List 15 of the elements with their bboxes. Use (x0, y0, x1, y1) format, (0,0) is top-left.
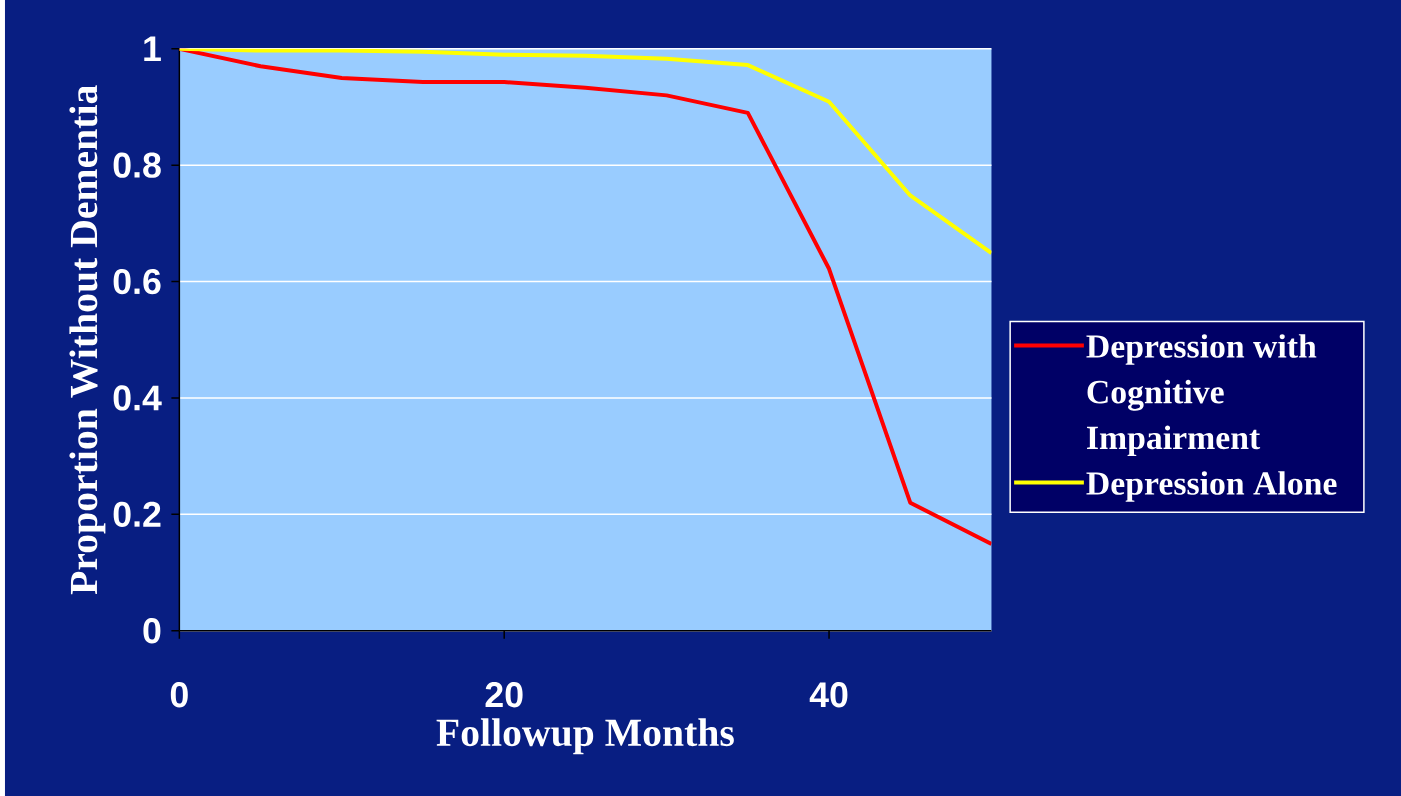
legend-label: Depression with Cognitive Impairment (1086, 334, 1317, 456)
y-tick-label: 0.6 (113, 268, 161, 295)
y-tick-label: 0.4 (113, 385, 162, 411)
y-tick-label: 0.8 (113, 152, 161, 178)
y-tick-label: 0.2 (113, 501, 161, 527)
legend-label: Depression Alone (1086, 471, 1337, 502)
x-tick-label: 20 (485, 682, 523, 708)
y-tick-label: 0 (143, 618, 161, 644)
x-tick-label: 40 (809, 682, 848, 708)
x-tick-label: 0 (170, 682, 188, 708)
line-series (179, 48, 992, 546)
y-axis-title: Proportion Without Dementia (69, 85, 106, 595)
line-series (179, 48, 992, 255)
x-axis-title: Followup Months (436, 718, 734, 755)
y-tick-label: 1 (144, 36, 161, 62)
